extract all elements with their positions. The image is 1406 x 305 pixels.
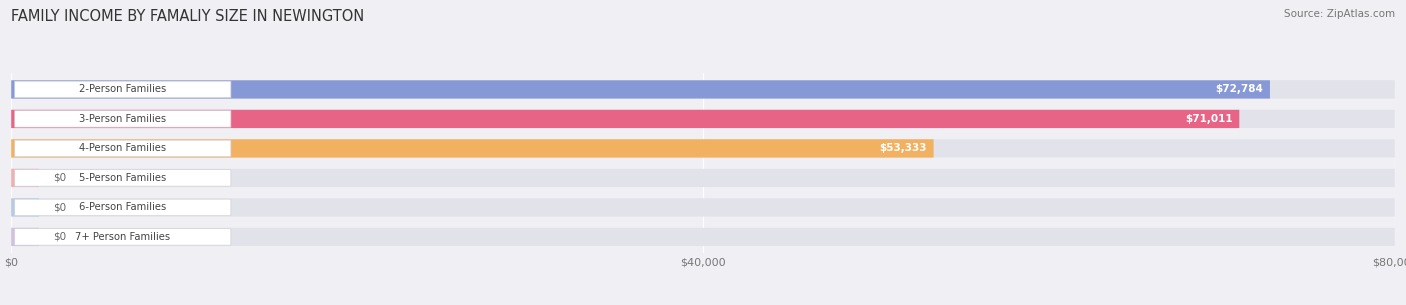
FancyBboxPatch shape <box>11 80 1395 99</box>
FancyBboxPatch shape <box>14 199 231 216</box>
FancyBboxPatch shape <box>11 169 39 187</box>
FancyBboxPatch shape <box>14 229 231 245</box>
Text: 6-Person Families: 6-Person Families <box>79 203 166 212</box>
Text: 7+ Person Families: 7+ Person Families <box>76 232 170 242</box>
Text: $71,011: $71,011 <box>1185 114 1233 124</box>
Text: 5-Person Families: 5-Person Families <box>79 173 166 183</box>
FancyBboxPatch shape <box>14 170 231 186</box>
Text: $72,784: $72,784 <box>1215 84 1263 95</box>
Text: $0: $0 <box>53 232 66 242</box>
Text: 4-Person Families: 4-Person Families <box>79 143 166 153</box>
FancyBboxPatch shape <box>11 139 1395 158</box>
Text: Source: ZipAtlas.com: Source: ZipAtlas.com <box>1284 9 1395 19</box>
Text: $0: $0 <box>53 203 66 212</box>
FancyBboxPatch shape <box>11 80 1270 99</box>
FancyBboxPatch shape <box>11 110 1395 128</box>
FancyBboxPatch shape <box>11 228 1395 246</box>
FancyBboxPatch shape <box>11 110 1239 128</box>
Text: $53,333: $53,333 <box>879 143 927 153</box>
Text: 3-Person Families: 3-Person Families <box>79 114 166 124</box>
FancyBboxPatch shape <box>14 111 231 127</box>
Text: $0: $0 <box>53 173 66 183</box>
FancyBboxPatch shape <box>11 228 39 246</box>
Text: FAMILY INCOME BY FAMALIY SIZE IN NEWINGTON: FAMILY INCOME BY FAMALIY SIZE IN NEWINGT… <box>11 9 364 24</box>
FancyBboxPatch shape <box>14 140 231 157</box>
FancyBboxPatch shape <box>11 198 39 217</box>
FancyBboxPatch shape <box>11 139 934 158</box>
FancyBboxPatch shape <box>14 81 231 98</box>
Text: 2-Person Families: 2-Person Families <box>79 84 166 95</box>
FancyBboxPatch shape <box>11 198 1395 217</box>
FancyBboxPatch shape <box>11 169 1395 187</box>
